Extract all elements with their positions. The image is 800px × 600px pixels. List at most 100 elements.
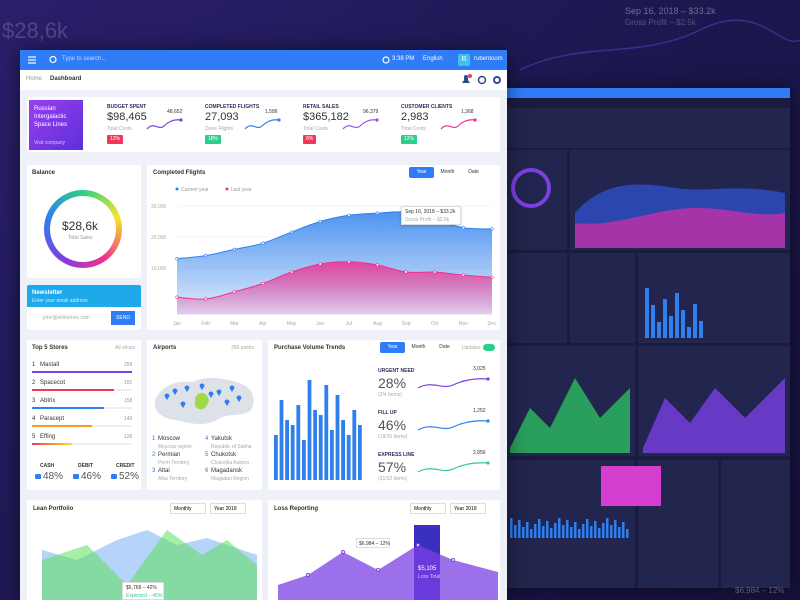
x-tick-label: Oct [431,321,439,327]
tab[interactable]: Month [411,344,426,350]
store-name: Mastall [40,362,60,368]
payment-label: CASH [40,463,55,469]
bar [285,420,289,480]
bar [352,410,357,480]
store-bar [32,389,114,391]
dark-bar [669,316,673,338]
promo-link[interactable]: Visit company [34,140,66,146]
spark-dot [179,118,183,122]
dark-card [721,460,790,588]
graphic [342,118,379,130]
payment-label: DEBIT [78,463,93,469]
dark-card [505,253,567,343]
stat-sub: (31/32 Items) [378,476,408,482]
payment-value: 46% [81,471,102,482]
dark-bar [586,519,589,538]
point [490,275,494,279]
dark-bar [550,528,553,538]
tab[interactable]: Year [380,342,405,353]
select[interactable]: Monthly [410,503,446,514]
dark-bar [530,529,533,538]
dark-bar [657,322,661,338]
email-placeholder: john@elithemes.com [43,315,90,321]
tab[interactable]: Date [468,169,479,175]
user-name[interactable]: rubentoom [474,56,503,62]
dark-bar [566,520,569,538]
select[interactable]: Year 2018 [450,503,486,514]
point [261,281,265,286]
airports-card: Airports 356 points 1 Moscow Moscow region 2 P… [147,340,262,490]
tab[interactable]: Date [439,344,450,350]
toggle-label: Updates [462,345,481,351]
bar [324,385,329,480]
dark-area [575,208,785,248]
bell-icon [462,75,470,83]
line [176,261,493,300]
kpi-spark-label: 1,586 [265,109,278,115]
select[interactable]: Year 2018 [210,503,246,514]
stat-label: EXPRESS LINE [378,452,415,458]
graphic [417,377,490,389]
x-tick-label: Apr [259,321,267,327]
bar [335,395,340,480]
toggle[interactable] [483,344,495,351]
point [175,295,179,299]
bar [313,410,317,480]
airport-region: Altai Territory [158,476,188,482]
clock-icon [382,56,390,64]
point [232,290,236,294]
bar [341,420,345,480]
balance-amount: $28,6k [62,219,99,233]
bg-bottom: $6,984 – 12% [735,586,785,595]
payment-value: 52% [119,471,140,482]
dark-bar [546,521,549,538]
card-title: Lean Portfolio [33,506,74,512]
spark-dot [375,118,379,122]
kpi-badge: 8% [303,135,317,144]
airport-city: Moscow [158,436,181,442]
send-button[interactable]: SEND [111,311,135,325]
dark-bar [514,525,517,538]
point [433,270,437,274]
language[interactable]: English [423,56,443,62]
airport-city: Permian [158,452,181,458]
map-pin [229,385,235,392]
stat-value: 57% [378,459,407,475]
graphic [440,118,477,130]
avatar: R [458,54,470,66]
sparkline [417,462,489,473]
dark-bar [699,321,703,338]
point [306,573,310,577]
card-link[interactable]: All shops [115,345,136,351]
dark-bar [687,327,691,338]
search-input[interactable]: Type to search... [62,56,107,62]
card-title: Airports [153,345,177,351]
dark-bar [582,524,585,538]
airport-city: Magadansk [211,468,243,474]
dark-card [505,108,790,148]
tab[interactable]: Year [409,167,434,178]
graphic [417,461,490,473]
settings-icon [493,76,501,84]
x-tick-label: Dec [488,321,497,327]
sparkline [417,420,489,431]
point [341,550,345,554]
bar-track [32,443,132,445]
select[interactable]: Monthly [170,503,206,514]
tab[interactable]: Month [440,169,455,175]
spark-dot [486,419,490,423]
dark-bar [574,522,577,538]
top-stores-card: Top 5 Stores All shops 1 Mastall 259 2 Spaceco… [27,340,141,490]
kpi-value: 2,983 [401,111,429,123]
store-rank: 2 [32,380,36,386]
card-link[interactable]: 356 points [231,345,255,351]
area [177,261,492,315]
payment-value: 48% [43,471,64,482]
email-input[interactable]: john@elithemes.com SEND [27,307,141,330]
map-pin [184,385,190,392]
point [451,558,455,562]
dark-bar [626,529,629,538]
sparkline [244,119,280,130]
breadcrumb[interactable]: Home [26,76,43,82]
dark-bar [663,299,667,338]
